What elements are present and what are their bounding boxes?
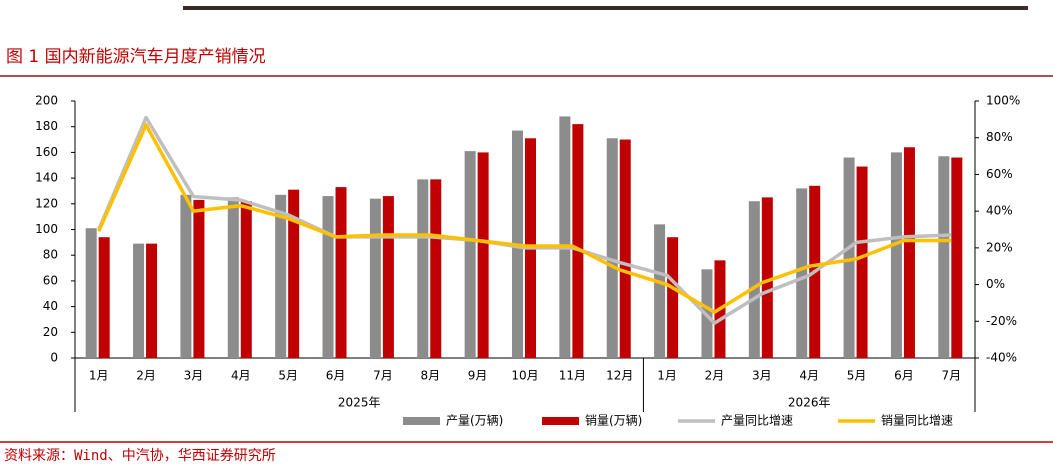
bar	[227, 197, 239, 358]
bar	[748, 201, 760, 358]
y-tick-label: 20	[43, 325, 58, 339]
x-group-label: 2025年	[338, 396, 381, 410]
bar	[951, 157, 963, 358]
x-tick-label: 7月	[373, 369, 393, 383]
bar	[288, 189, 300, 358]
bar	[146, 243, 158, 358]
bar	[322, 196, 334, 358]
bar	[417, 179, 429, 358]
bar	[98, 237, 110, 358]
x-tick-label: 10月	[511, 369, 538, 383]
x-tick-label: 2月	[705, 369, 725, 383]
x-tick-label: 4月	[231, 369, 251, 383]
bar	[369, 198, 381, 358]
bar	[193, 199, 205, 358]
y-tick-label: 40	[43, 299, 58, 313]
line	[97, 123, 952, 314]
x-tick-label: 7月	[941, 369, 961, 383]
bar	[938, 156, 950, 358]
bar	[903, 147, 915, 358]
x-tick-label: 12月	[606, 369, 633, 383]
y2-tick-label: 80%	[986, 130, 1013, 144]
y-tick-label: 180	[35, 119, 58, 133]
top-rule	[183, 6, 1028, 10]
bar	[667, 237, 679, 358]
x-tick-label: 2月	[136, 369, 156, 383]
bar	[382, 196, 394, 358]
bar	[240, 201, 252, 358]
x-tick-label: 11月	[559, 369, 586, 383]
source: 资料来源：Wind、中汽协，华西证券研究所	[4, 448, 276, 464]
bar	[856, 166, 868, 358]
bar	[890, 152, 902, 358]
x-group-label: 2026年	[788, 396, 831, 410]
y2-tick-label: 100%	[986, 94, 1020, 108]
legend-label: 销量(万辆)	[585, 414, 642, 428]
bar	[796, 188, 808, 358]
y2-tick-label: 20%	[986, 240, 1013, 254]
x-tick-label: 3月	[752, 369, 772, 383]
bar	[477, 152, 489, 358]
bar	[843, 157, 855, 358]
y2-tick-label: 60%	[986, 167, 1013, 181]
legend-label: 销量同比增速	[881, 414, 953, 428]
bar	[654, 224, 666, 358]
y2-tick-label: 40%	[986, 204, 1013, 218]
bar	[619, 139, 631, 358]
y-tick-label: 0	[50, 351, 58, 365]
legend-swatch	[542, 417, 579, 425]
bar	[559, 116, 571, 358]
chart-title: 图 1 国内新能源汽车月度产销情况	[6, 47, 266, 67]
legend-label: 产量(万辆)	[446, 414, 503, 428]
line	[97, 115, 952, 325]
legend-label: 产量同比增速	[721, 414, 793, 428]
bar	[606, 138, 618, 358]
x-tick-label: 6月	[894, 369, 914, 383]
y-tick-label: 140	[35, 171, 58, 185]
y-tick-label: 200	[35, 94, 58, 108]
bar	[335, 187, 347, 358]
x-tick-label: 6月	[326, 369, 346, 383]
legend-swatch	[403, 417, 440, 425]
x-tick-label: 9月	[468, 369, 488, 383]
y2-tick-label: -20%	[986, 314, 1017, 328]
bar	[85, 228, 97, 358]
bar	[761, 197, 773, 358]
x-tick-label: 1月	[89, 369, 109, 383]
y-tick-label: 80	[43, 248, 58, 262]
x-tick-label: 5月	[278, 369, 298, 383]
y2-tick-label: -40%	[986, 351, 1017, 365]
bar	[430, 179, 442, 358]
x-tick-label: 5月	[847, 369, 867, 383]
x-tick-label: 3月	[184, 369, 204, 383]
x-tick-label: 8月	[420, 369, 440, 383]
bar	[572, 124, 584, 358]
x-tick-label: 4月	[799, 369, 819, 383]
x-tick-label: 1月	[657, 369, 677, 383]
y-tick-label: 160	[35, 145, 58, 159]
y-tick-label: 120	[35, 196, 58, 210]
bar	[275, 194, 287, 358]
bar	[133, 243, 145, 358]
y2-tick-label: 0%	[986, 277, 1005, 291]
bar	[180, 194, 192, 358]
y-tick-label: 100	[35, 222, 58, 236]
y-tick-label: 60	[43, 273, 58, 287]
bar	[464, 151, 476, 358]
